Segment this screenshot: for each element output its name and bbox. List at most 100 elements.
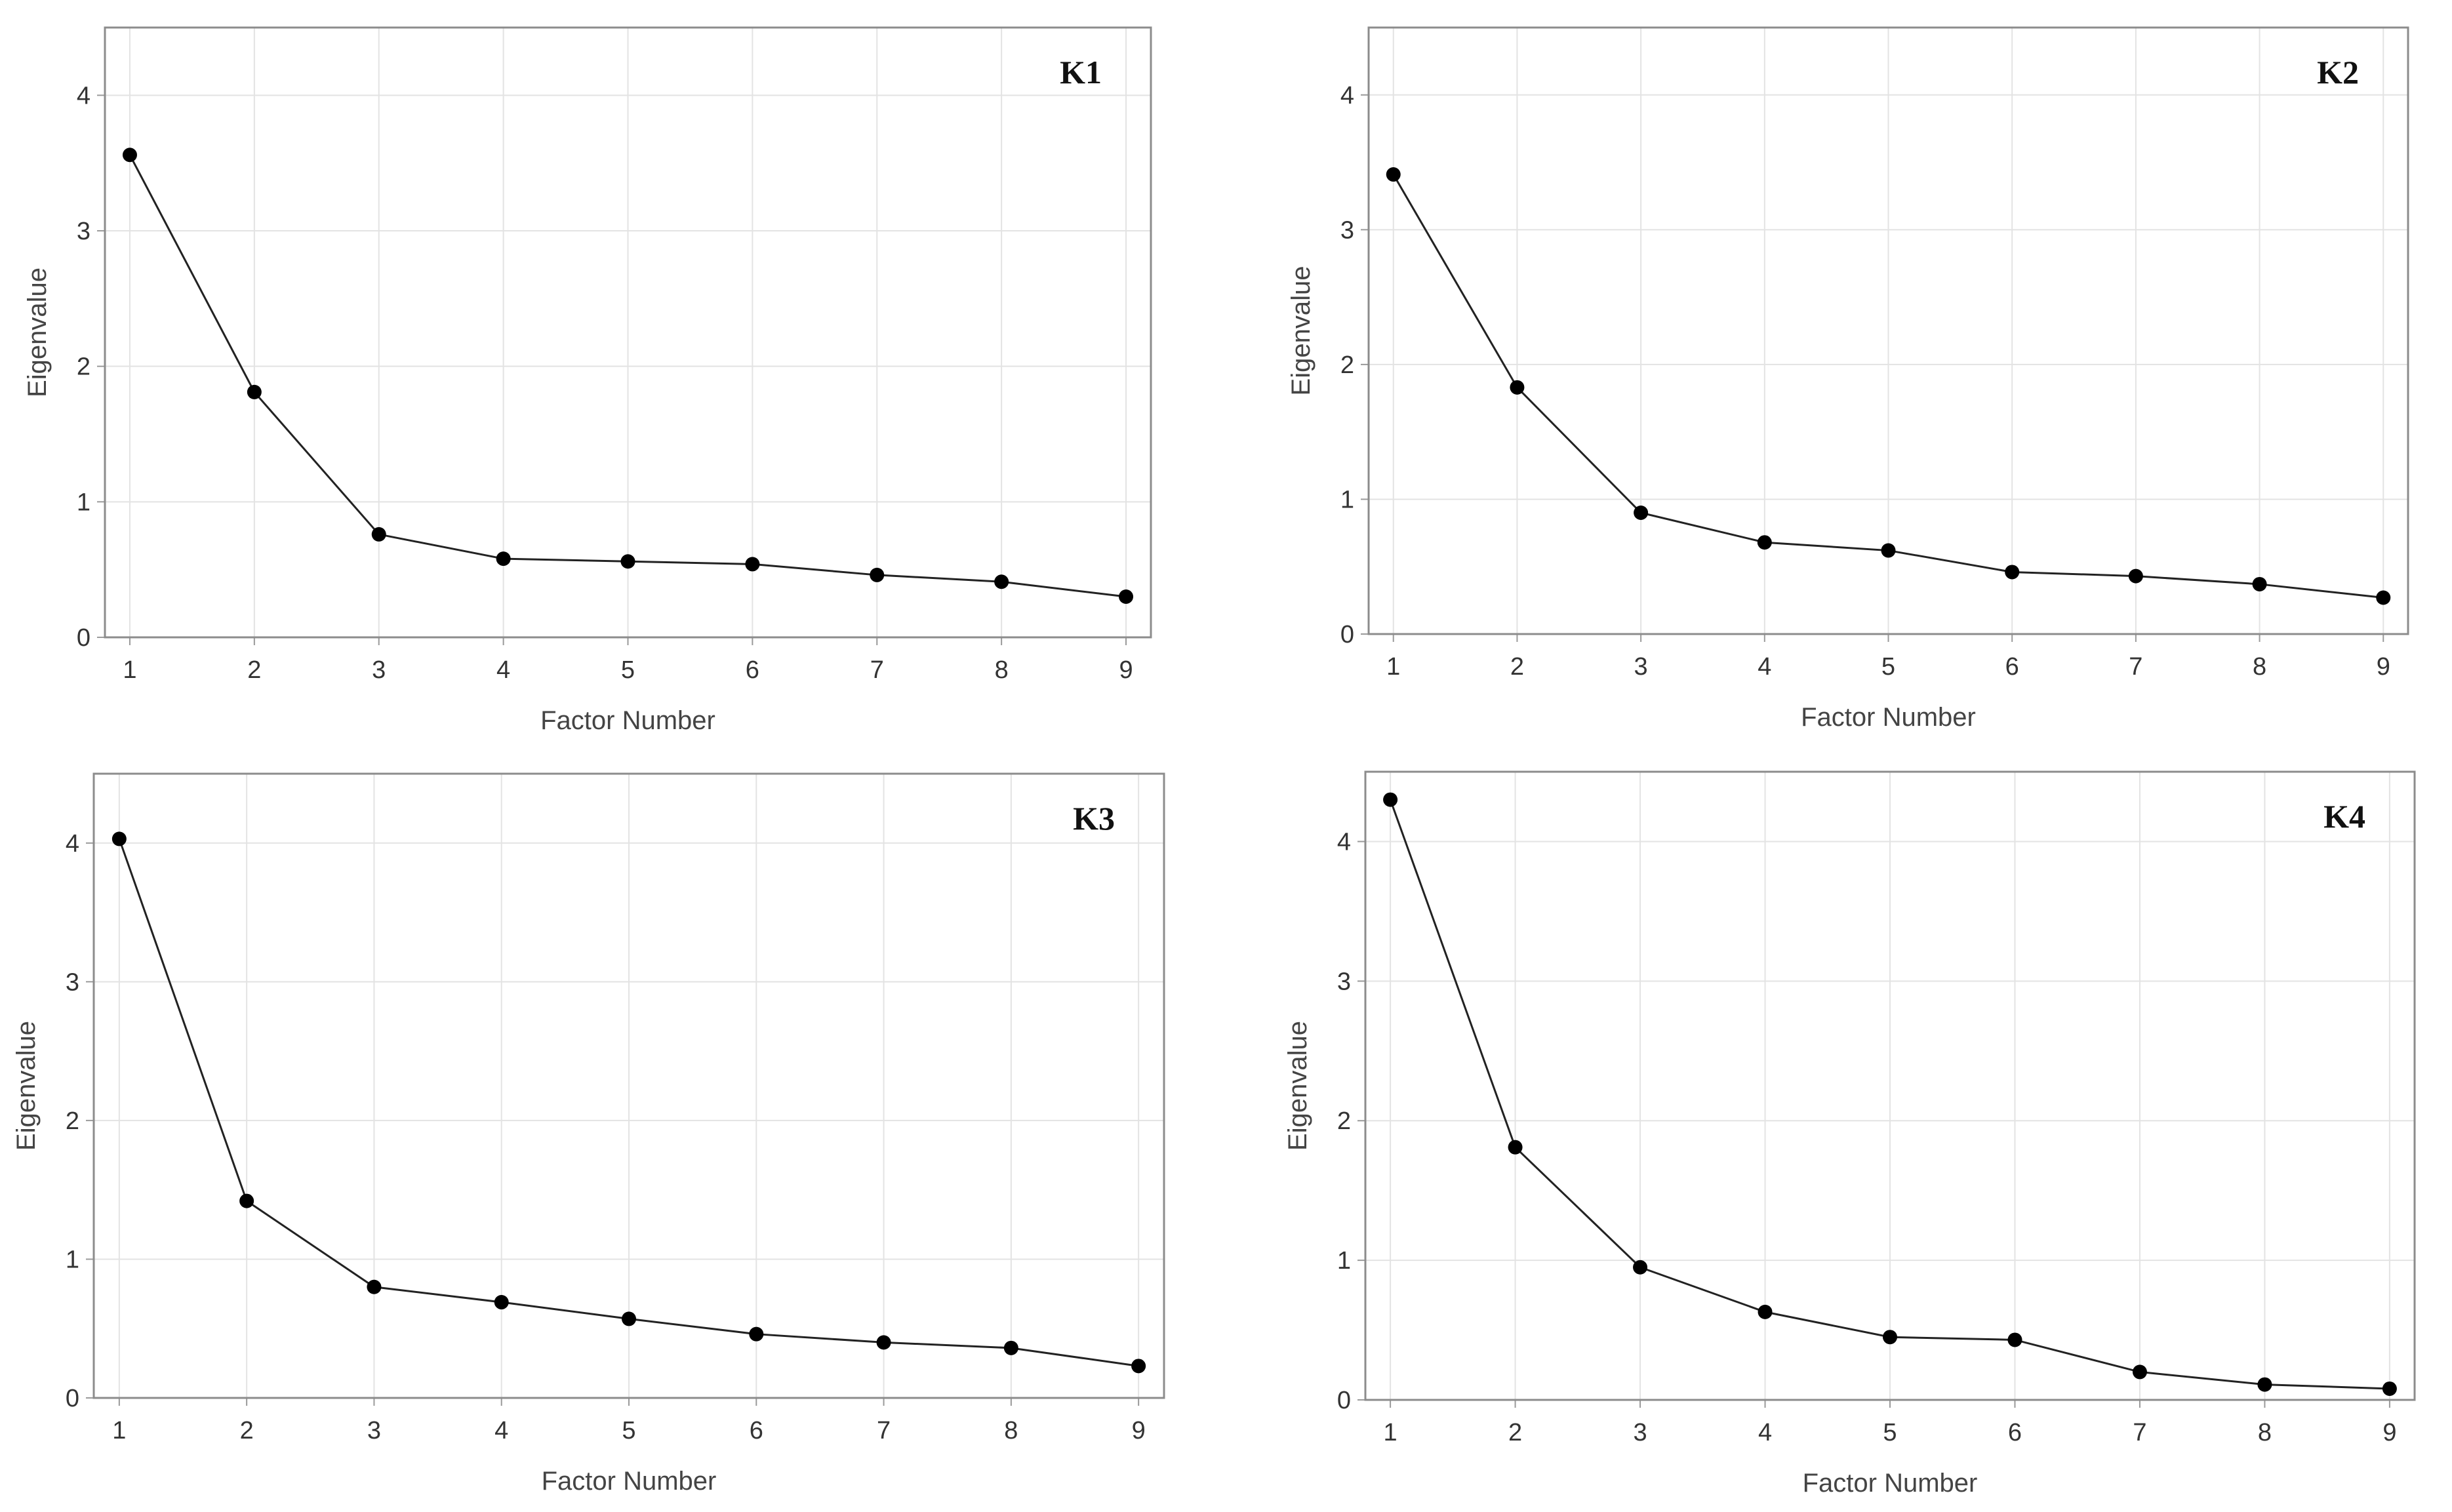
y-tick-label: 1: [1337, 1247, 1351, 1275]
data-point-factor-9: [2376, 590, 2391, 605]
data-point-factor-6: [2007, 1332, 2022, 1347]
y-tick-label: 1: [66, 1246, 79, 1273]
data-point-factor-2: [247, 384, 262, 399]
y-tick-label: 2: [66, 1107, 79, 1135]
y-tick-label: 3: [77, 218, 90, 245]
x-tick-label: 3: [1633, 1419, 1647, 1446]
plot-frame: [1367, 26, 2409, 635]
y-tick-label: 0: [1337, 1387, 1351, 1414]
y-tick-label: 3: [66, 968, 79, 996]
y-tick-label: 4: [1340, 82, 1354, 109]
data-point-factor-1: [1386, 167, 1401, 182]
x-tick-label: 8: [2258, 1419, 2272, 1446]
chart-panel-k1: 1 2 3 4 5 6 7 8 9 0 1 2 3 4 K1 Factor Number Eigenvalue: [23, 26, 1152, 735]
data-point-factor-8: [2257, 1377, 2272, 1392]
x-tick-label: 4: [494, 1417, 508, 1444]
x-tick-label: 7: [2129, 653, 2142, 681]
y-tick-label: 4: [66, 830, 79, 858]
plot-frame: [92, 772, 1165, 1399]
x-tick-label: 4: [496, 656, 510, 684]
x-tick-label: 1: [123, 656, 136, 684]
data-point-factor-2: [1510, 380, 1525, 395]
y-tick-label: 3: [1337, 968, 1351, 995]
x-tick-label: 5: [622, 1417, 635, 1444]
x-tick-label: 6: [750, 1417, 763, 1444]
x-tick-label: 9: [2377, 653, 2390, 681]
x-tick-label: 6: [746, 656, 759, 684]
x-axis-title: Factor Number: [542, 1467, 717, 1496]
data-point-factor-9: [1131, 1359, 1146, 1374]
y-tick-label: 3: [1340, 216, 1354, 244]
data-point-factor-3: [1634, 506, 1649, 520]
data-point-factor-5: [1881, 543, 1896, 558]
data-point-factor-8: [1003, 1340, 1018, 1355]
panel-title: K4: [2323, 798, 2365, 835]
x-tick-label: 3: [372, 656, 386, 684]
x-tick-label: 2: [240, 1417, 254, 1444]
x-axis-title: Factor Number: [540, 706, 715, 735]
x-tick-label: 7: [877, 1417, 891, 1444]
x-tick-label: 3: [1634, 653, 1648, 681]
y-tick-label: 2: [77, 353, 90, 381]
data-point-factor-3: [371, 527, 386, 542]
x-tick-label: 8: [995, 656, 1009, 684]
data-point-factor-6: [2005, 565, 2020, 580]
data-point-factor-6: [749, 1326, 764, 1342]
panel-title: K2: [2317, 54, 2359, 90]
x-tick-label: 5: [1881, 653, 1895, 681]
data-point-factor-6: [745, 557, 760, 572]
data-point-factor-4: [496, 551, 511, 567]
x-tick-label: 5: [1883, 1419, 1897, 1446]
x-tick-label: 7: [870, 656, 884, 684]
panel-title: K3: [1073, 800, 1115, 837]
x-tick-label: 8: [1004, 1417, 1018, 1444]
data-point-factor-2: [1508, 1140, 1523, 1155]
x-axis-title: Factor Number: [1801, 703, 1976, 732]
data-point-factor-3: [1633, 1260, 1648, 1275]
x-axis-title: Factor Number: [1803, 1469, 1978, 1498]
y-axis-title: Eigenvalue: [1287, 266, 1316, 396]
x-tick-label: 4: [1758, 1419, 1772, 1446]
y-tick-label: 0: [66, 1385, 79, 1412]
y-tick-label: 2: [1340, 351, 1354, 379]
x-tick-label: 9: [2382, 1419, 2396, 1446]
x-tick-label: 7: [2133, 1419, 2146, 1446]
chart-panel-k4: 1 2 3 4 5 6 7 8 9 0 1 2 3 4 K4 Factor Number Eigenvalue: [1283, 770, 2416, 1498]
x-tick-label: 4: [1758, 653, 1771, 681]
chart-panel-k2: 1 2 3 4 5 6 7 8 9 0 1 2 3 4 K2 Factor Number Eigenvalue: [1287, 26, 2409, 732]
data-point-factor-7: [876, 1335, 891, 1350]
data-point-factor-9: [1119, 589, 1134, 604]
x-tick-label: 2: [1508, 1419, 1522, 1446]
y-tick-label: 4: [77, 82, 90, 109]
y-axis-title: Eigenvalue: [12, 1021, 41, 1151]
x-tick-label: 2: [247, 656, 261, 684]
y-tick-label: 1: [77, 488, 90, 516]
x-tick-label: 2: [1510, 653, 1524, 681]
data-point-factor-5: [622, 1311, 636, 1326]
y-tick-label: 4: [1337, 828, 1351, 856]
y-tick-label: 0: [77, 624, 90, 652]
y-tick-label: 1: [1340, 486, 1354, 513]
data-point-factor-2: [239, 1193, 254, 1208]
x-tick-label: 6: [2005, 653, 2019, 681]
y-axis-title: Eigenvalue: [23, 268, 52, 397]
data-point-factor-5: [620, 554, 635, 569]
x-tick-label: 9: [1119, 656, 1133, 684]
x-tick-label: 5: [621, 656, 635, 684]
data-point-factor-1: [122, 148, 137, 163]
panel-title: K1: [1060, 54, 1102, 90]
y-axis-title: Eigenvalue: [1283, 1021, 1312, 1151]
data-point-factor-8: [994, 574, 1009, 589]
x-tick-label: 9: [1132, 1417, 1146, 1444]
x-tick-label: 8: [2253, 653, 2266, 681]
data-point-factor-4: [1758, 1304, 1773, 1319]
data-point-factor-7: [2132, 1364, 2147, 1380]
chart-panel-k3: 1 2 3 4 5 6 7 8 9 0 1 2 3 4 K3 Factor Number Eigenvalue: [12, 772, 1165, 1496]
data-point-factor-1: [111, 831, 127, 846]
data-point-factor-4: [494, 1295, 509, 1310]
plot-frame: [104, 26, 1152, 639]
plot-frame: [1364, 770, 2416, 1401]
x-tick-label: 6: [2008, 1419, 2022, 1446]
data-point-factor-1: [1383, 792, 1398, 807]
